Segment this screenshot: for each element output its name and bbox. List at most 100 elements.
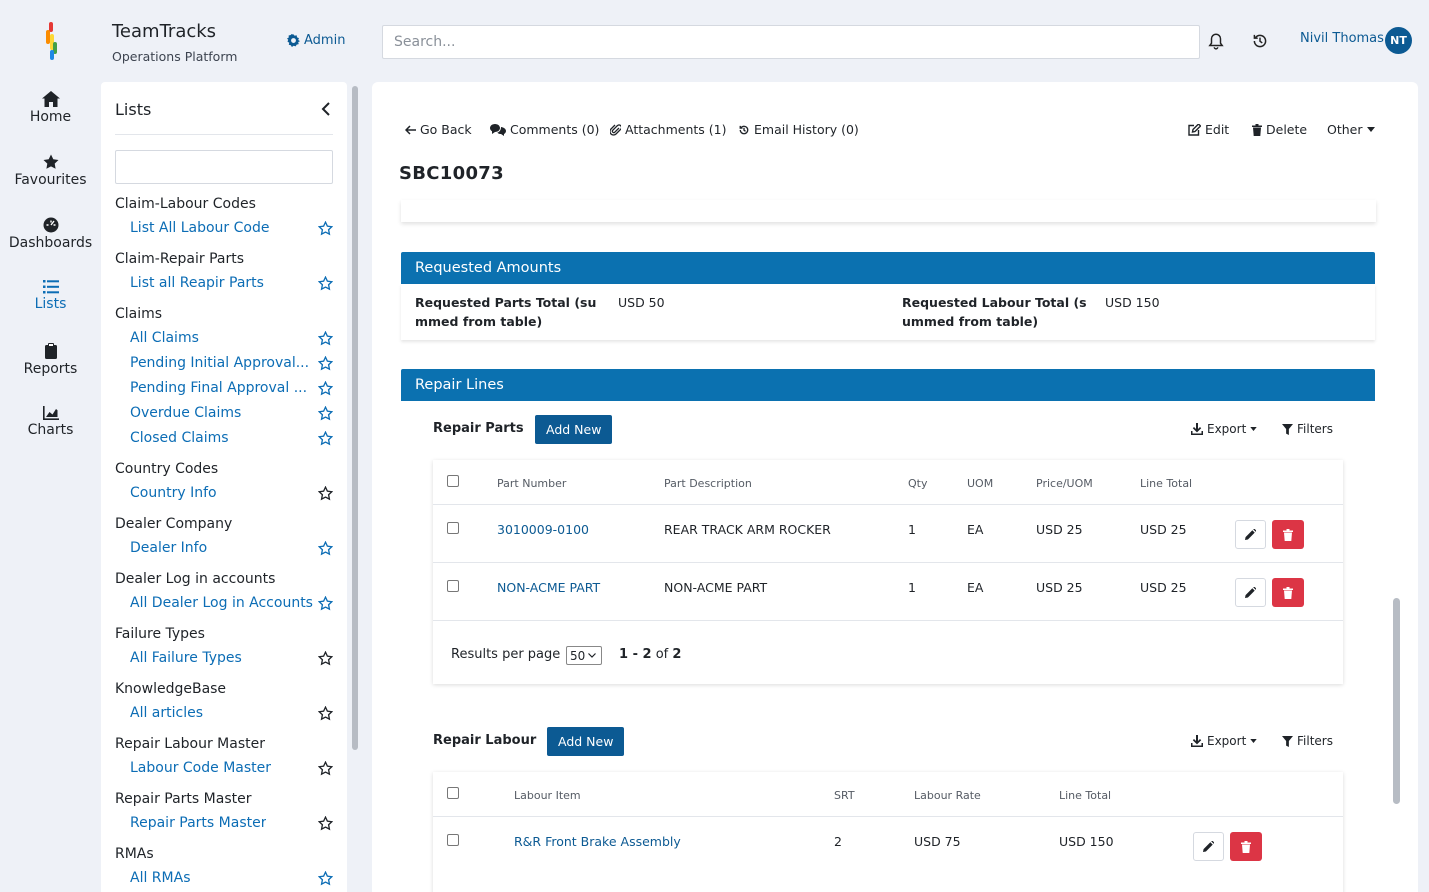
- nav-reports[interactable]: Reports: [0, 343, 101, 377]
- row-checkbox[interactable]: [447, 580, 459, 592]
- star-outline-icon[interactable]: [317, 705, 334, 721]
- col-uom[interactable]: UOM: [967, 477, 994, 490]
- nav-charts[interactable]: Charts: [0, 406, 101, 438]
- list-item-link[interactable]: Country Info: [115, 481, 337, 506]
- row-checkbox[interactable]: [447, 834, 459, 846]
- list-item-link[interactable]: List All Labour Code: [115, 216, 337, 241]
- list-item-link[interactable]: Repair Parts Master: [115, 811, 337, 836]
- favourite-star-icon[interactable]: [317, 355, 334, 379]
- col-line-total[interactable]: Line Total: [1059, 789, 1112, 802]
- list-item-link[interactable]: Overdue Claims: [115, 401, 337, 426]
- favourite-star-icon[interactable]: [317, 220, 334, 244]
- col-qty[interactable]: Qty: [908, 477, 928, 490]
- nav-dashboards[interactable]: Dashboards: [0, 217, 101, 251]
- edit-row-button[interactable]: [1235, 520, 1266, 549]
- edit-row-button[interactable]: [1235, 578, 1266, 607]
- list-item-link[interactable]: All Claims: [115, 326, 337, 351]
- results-per-page-select[interactable]: 50: [566, 646, 602, 665]
- list-item-link[interactable]: Pending Initial Approval...: [115, 351, 337, 376]
- star-outline-icon[interactable]: [317, 485, 334, 501]
- bell-icon[interactable]: [1207, 32, 1225, 50]
- favourite-star-icon[interactable]: [317, 815, 334, 839]
- star-outline-blue-icon[interactable]: [317, 870, 334, 886]
- list-item-link[interactable]: All RMAs: [115, 866, 337, 891]
- col-price-uom[interactable]: Price/UOM: [1036, 477, 1093, 490]
- delete-row-button[interactable]: [1230, 832, 1262, 861]
- delete-button[interactable]: Delete: [1252, 122, 1307, 137]
- history-icon[interactable]: [1251, 32, 1269, 50]
- add-repair-part-button[interactable]: Add New: [535, 415, 613, 444]
- favourite-star-icon[interactable]: [317, 650, 334, 674]
- col-line-total[interactable]: Line Total: [1140, 477, 1193, 490]
- delete-row-button[interactable]: [1272, 520, 1304, 549]
- nav-favourites[interactable]: Favourites: [0, 154, 101, 188]
- list-item-link[interactable]: List all Reapir Parts: [115, 271, 337, 296]
- filters-labour-button[interactable]: Filters: [1282, 734, 1333, 748]
- add-repair-labour-button[interactable]: Add New: [547, 727, 625, 756]
- favourite-star-icon[interactable]: [317, 405, 334, 429]
- attachments-button[interactable]: Attachments (1): [610, 122, 726, 137]
- admin-link[interactable]: Admin: [287, 33, 345, 48]
- avatar[interactable]: NT: [1385, 27, 1412, 54]
- list-item-link[interactable]: Labour Code Master: [115, 756, 337, 781]
- star-outline-blue-icon[interactable]: [317, 330, 334, 346]
- part-number-link[interactable]: 3010009-0100: [497, 522, 589, 537]
- nav-home[interactable]: Home: [0, 91, 101, 125]
- row-checkbox[interactable]: [447, 522, 459, 534]
- search-input[interactable]: [382, 25, 1200, 59]
- select-all-checkbox[interactable]: [447, 475, 459, 487]
- star-outline-blue-icon[interactable]: [317, 540, 334, 556]
- go-back-button[interactable]: Go Back: [405, 122, 472, 137]
- col-srt[interactable]: SRT: [834, 789, 855, 802]
- list-item-link[interactable]: Closed Claims: [115, 426, 337, 451]
- edit-row-button[interactable]: [1193, 832, 1224, 861]
- favourite-star-icon[interactable]: [317, 540, 334, 564]
- favourite-star-icon[interactable]: [317, 275, 334, 299]
- nav-lists[interactable]: Lists: [0, 280, 101, 312]
- star-outline-blue-icon[interactable]: [317, 380, 334, 396]
- list-item-link[interactable]: Pending Final Approval ...: [115, 376, 337, 401]
- export-labour-button[interactable]: Export: [1191, 734, 1257, 748]
- col-labour-rate[interactable]: Labour Rate: [914, 789, 981, 802]
- favourite-star-icon[interactable]: [317, 760, 334, 784]
- col-part-number[interactable]: Part Number: [497, 477, 567, 490]
- user-name[interactable]: Nivil Thomas: [1300, 31, 1384, 46]
- col-part-description[interactable]: Part Description: [664, 477, 752, 490]
- star-outline-icon[interactable]: [317, 650, 334, 666]
- col-labour-item[interactable]: Labour Item: [514, 789, 581, 802]
- email-history-button[interactable]: Email History (0): [738, 122, 859, 137]
- filters-parts-label: Filters: [1297, 422, 1333, 436]
- favourite-star-icon[interactable]: [317, 870, 334, 892]
- part-number-link[interactable]: NON-ACME PART: [497, 580, 601, 595]
- star-outline-blue-icon[interactable]: [317, 220, 334, 236]
- export-parts-button[interactable]: Export: [1191, 422, 1257, 436]
- labour-item-link[interactable]: R&R Front Brake Assembly: [514, 834, 681, 849]
- list-item-link[interactable]: Dealer Info: [115, 536, 337, 561]
- star-outline-blue-icon[interactable]: [317, 275, 334, 291]
- star-outline-icon[interactable]: [317, 815, 334, 831]
- star-outline-blue-icon[interactable]: [317, 355, 334, 371]
- chevron-left-icon[interactable]: [321, 102, 331, 116]
- lists-scrollbar[interactable]: [352, 86, 358, 750]
- list-item-link[interactable]: All Failure Types: [115, 646, 337, 671]
- list-item-link[interactable]: All Dealer Log in Accounts: [115, 591, 337, 616]
- select-all-checkbox[interactable]: [447, 787, 459, 799]
- list-item-link[interactable]: All articles: [115, 701, 337, 726]
- favourite-star-icon[interactable]: [317, 705, 334, 729]
- main-scrollbar[interactable]: [1393, 598, 1400, 804]
- lists-filter-input[interactable]: [115, 150, 333, 184]
- comments-button[interactable]: Comments (0): [490, 122, 599, 137]
- favourite-star-icon[interactable]: [317, 330, 334, 354]
- star-outline-blue-icon[interactable]: [317, 595, 334, 611]
- edit-button[interactable]: Edit: [1188, 122, 1229, 137]
- star-outline-blue-icon[interactable]: [317, 430, 334, 446]
- favourite-star-icon[interactable]: [317, 430, 334, 454]
- other-dropdown[interactable]: Other: [1327, 122, 1375, 137]
- favourite-star-icon[interactable]: [317, 595, 334, 619]
- filters-parts-button[interactable]: Filters: [1282, 422, 1333, 436]
- favourite-star-icon[interactable]: [317, 485, 334, 509]
- favourite-star-icon[interactable]: [317, 380, 334, 404]
- star-outline-blue-icon[interactable]: [317, 405, 334, 421]
- delete-row-button[interactable]: [1272, 578, 1304, 607]
- star-outline-icon[interactable]: [317, 760, 334, 776]
